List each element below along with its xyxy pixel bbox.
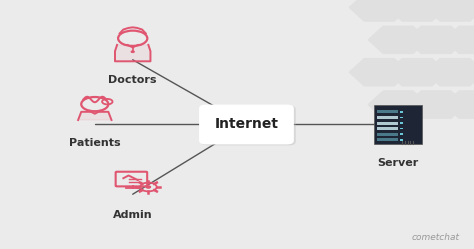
Polygon shape [78,112,111,120]
Text: Server: Server [377,158,419,168]
FancyBboxPatch shape [377,122,398,124]
Polygon shape [463,59,474,86]
Text: Doctors: Doctors [109,75,157,85]
FancyBboxPatch shape [400,111,403,113]
Polygon shape [463,0,474,21]
Polygon shape [425,0,474,21]
FancyBboxPatch shape [400,128,403,129]
FancyBboxPatch shape [377,127,398,130]
FancyBboxPatch shape [199,105,294,144]
FancyBboxPatch shape [400,122,403,124]
Polygon shape [444,91,474,118]
Circle shape [146,186,150,188]
Text: cometchat: cometchat [412,233,460,242]
FancyBboxPatch shape [377,116,398,119]
Polygon shape [406,26,466,54]
Text: Internet: Internet [214,118,279,131]
Text: Admin: Admin [113,210,153,220]
FancyBboxPatch shape [374,105,422,144]
FancyBboxPatch shape [400,117,403,118]
Polygon shape [368,26,428,54]
FancyBboxPatch shape [377,110,398,114]
Polygon shape [406,91,466,118]
Polygon shape [115,45,150,61]
Text: Patients: Patients [69,138,120,148]
FancyBboxPatch shape [201,106,296,145]
Polygon shape [349,59,409,86]
Polygon shape [387,0,447,21]
FancyBboxPatch shape [400,139,403,141]
FancyBboxPatch shape [377,138,398,141]
FancyBboxPatch shape [400,133,403,135]
Circle shape [131,51,134,53]
Polygon shape [425,59,474,86]
Polygon shape [349,0,409,21]
Polygon shape [444,26,474,54]
FancyBboxPatch shape [377,133,398,136]
Polygon shape [368,91,428,118]
Polygon shape [387,59,447,86]
